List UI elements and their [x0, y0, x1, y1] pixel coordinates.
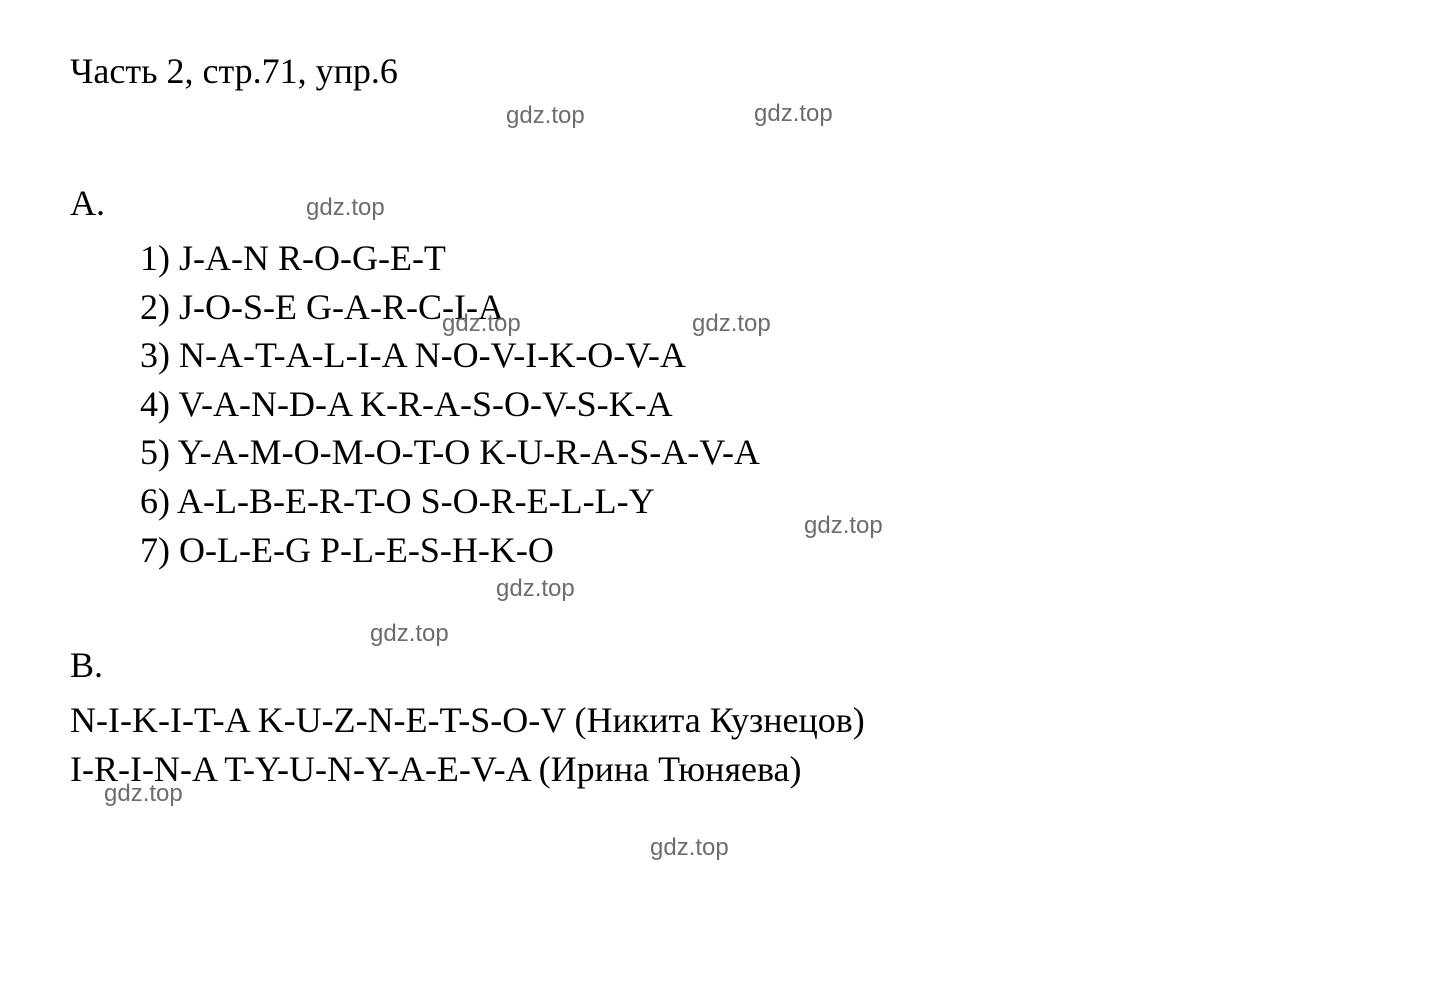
list-item: 3) N-A-T-A-L-I-A N-O-V-I-K-O-V-A [140, 331, 1386, 380]
list-item: 7) O-L-E-G P-L-E-S-H-K-O [140, 526, 1386, 575]
item-number: 2) [140, 287, 170, 327]
list-item: 4) V-A-N-D-A K-R-A-S-O-V-S-K-A [140, 380, 1386, 429]
item-number: 6) [140, 481, 170, 521]
section-b: B. N-I-K-I-T-A K-U-Z-N-E-T-S-O-V (Никита… [70, 644, 1386, 793]
item-number: 5) [140, 432, 170, 472]
section-b-label: B. [70, 644, 1386, 686]
section-a: A. 1) J-A-N R-O-G-E-T 2) J-O-S-E G-A-R-C… [70, 182, 1386, 574]
section-b-line: I-R-I-N-A T-Y-U-N-Y-A-E-V-A (Ирина Тюняе… [70, 745, 1386, 794]
item-text: A-L-B-E-R-T-O S-O-R-E-L-L-Y [177, 481, 655, 521]
item-text: O-L-E-G P-L-E-S-H-K-O [179, 530, 554, 570]
item-text: N-A-T-A-L-I-A N-O-V-I-K-O-V-A [179, 335, 686, 375]
watermark: gdz.top [496, 575, 575, 603]
list-item: 2) J-O-S-E G-A-R-C-I-A [140, 283, 1386, 332]
item-text: J-O-S-E G-A-R-C-I-A [179, 287, 504, 327]
page-header: Часть 2, стр.71, упр.6 [70, 50, 1386, 92]
section-a-label: A. [70, 182, 1386, 224]
item-text: V-A-N-D-A K-R-A-S-O-V-S-K-A [178, 384, 672, 424]
item-number: 7) [140, 530, 170, 570]
section-a-list: 1) J-A-N R-O-G-E-T 2) J-O-S-E G-A-R-C-I-… [70, 234, 1386, 574]
list-item: 6) A-L-B-E-R-T-O S-O-R-E-L-L-Y [140, 477, 1386, 526]
section-b-line: N-I-K-I-T-A K-U-Z-N-E-T-S-O-V (Никита Ку… [70, 696, 1386, 745]
watermark: gdz.top [506, 102, 585, 130]
item-text: J-A-N R-O-G-E-T [179, 238, 446, 278]
list-item: 5) Y-A-M-O-M-O-T-O K-U-R-A-S-A-V-A [140, 428, 1386, 477]
item-text: Y-A-M-O-M-O-T-O K-U-R-A-S-A-V-A [178, 432, 760, 472]
item-number: 3) [140, 335, 170, 375]
item-number: 4) [140, 384, 170, 424]
item-number: 1) [140, 238, 170, 278]
watermark: gdz.top [650, 834, 729, 862]
watermark: gdz.top [754, 100, 833, 128]
list-item: 1) J-A-N R-O-G-E-T [140, 234, 1386, 283]
